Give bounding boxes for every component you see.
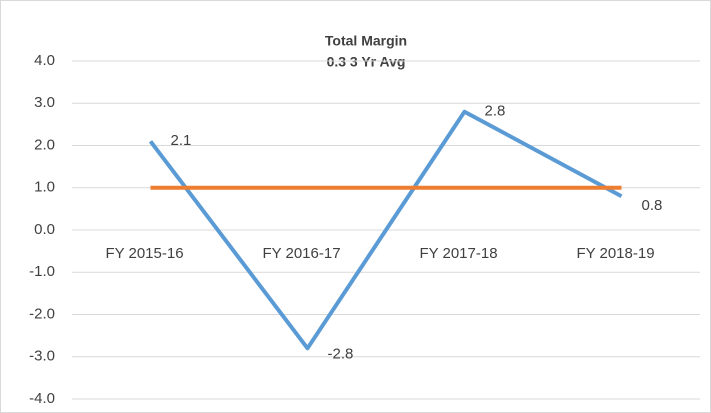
y-tick-label: -1.0 bbox=[29, 263, 55, 280]
chart-subtitle: 0.3 3 Yr Avg bbox=[327, 54, 406, 70]
y-tick-label: 3.0 bbox=[34, 94, 55, 111]
x-tick-label: FY 2015-16 bbox=[105, 245, 183, 262]
y-tick-label: -3.0 bbox=[29, 348, 55, 365]
x-tick-label: FY 2018-19 bbox=[576, 245, 654, 262]
y-tick-label: -2.0 bbox=[29, 305, 55, 322]
y-tick-label: 4.0 bbox=[34, 52, 55, 69]
data-line bbox=[148, 109, 623, 351]
y-tick-label: 0.0 bbox=[34, 221, 55, 238]
data-label: 2.8 bbox=[485, 103, 506, 120]
y-tick-label: -4.0 bbox=[29, 390, 55, 407]
x-tick-label: FY 2016-17 bbox=[262, 245, 340, 262]
y-tick-label: 1.0 bbox=[34, 179, 55, 196]
data-label: 0.8 bbox=[642, 197, 663, 214]
x-tick-label: FY 2017-18 bbox=[419, 245, 497, 262]
chart-title: Total Margin bbox=[325, 33, 407, 49]
data-label: 2.1 bbox=[171, 132, 192, 149]
data-label: -2.8 bbox=[328, 345, 354, 362]
y-tick-label: 2.0 bbox=[34, 136, 55, 153]
